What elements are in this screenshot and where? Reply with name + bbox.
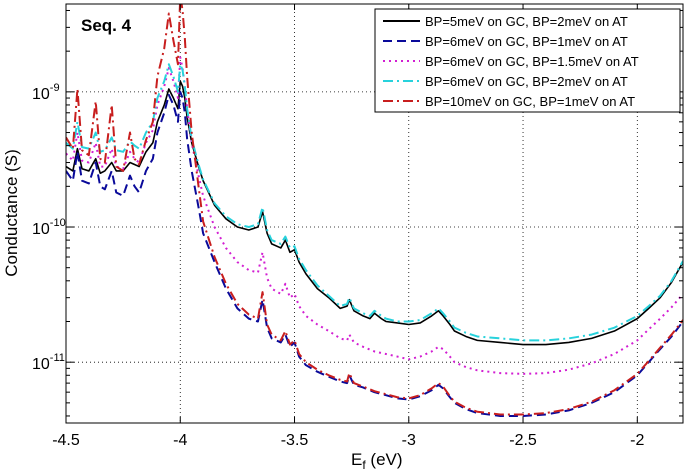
legend-label-2: BP=6meV on GC, BP=1meV on AT [425, 34, 628, 49]
legend-label-5: BP=10meV on GC, BP=1meV on AT [425, 94, 635, 109]
y-tick-label: 10-9 [32, 82, 60, 103]
x-tick-label: -4 [173, 432, 187, 449]
y-tick-label-base: 10 [32, 356, 50, 373]
series-line-3 [66, 56, 683, 375]
y-tick-label-base: 10 [32, 221, 50, 238]
legend-label-3: BP=6meV on GC, BP=1.5meV on AT [425, 54, 639, 69]
series-line-1 [66, 80, 683, 346]
legend-label-4: BP=6meV on GC, BP=2meV on AT [425, 74, 628, 89]
y-tick-label: 10-10 [32, 217, 66, 238]
x-tick-label: -2 [630, 432, 644, 449]
y-tick-label: 10-11 [32, 352, 65, 373]
x-axis-title-main: E [351, 450, 362, 469]
legend: BP=5meV on GC, BP=2meV on AT BP=6meV on G… [374, 8, 681, 113]
y-tick-label-exponent: -9 [50, 82, 60, 94]
x-axis-title-sub: f [362, 458, 366, 472]
x-tick-labels: -4.5 -4 -3.5 -3 -2.5 -2 [52, 432, 644, 449]
x-axis-title: Ef (eV) [351, 450, 403, 472]
x-axis-title-unit: (eV) [366, 450, 403, 469]
series-line-2 [66, 90, 683, 417]
y-tick-label-exponent: -11 [50, 352, 65, 364]
sequence-annotation: Seq. 4 [81, 16, 132, 35]
axis-ticks [65, 4, 683, 423]
x-tick-label: -2.5 [509, 432, 537, 449]
x-tick-label: -3 [402, 432, 416, 449]
y-axis-title: Conductance (S) [2, 149, 21, 277]
legend-box [374, 8, 681, 113]
series-layer [66, 4, 683, 417]
x-tick-label: -4.5 [52, 432, 80, 449]
legend-label-1: BP=5meV on GC, BP=2meV on AT [425, 14, 628, 29]
series-line-4 [66, 63, 683, 342]
y-tick-label-base: 10 [32, 86, 50, 103]
x-tick-label: -3.5 [281, 432, 309, 449]
series-line-5 [66, 4, 683, 416]
plot-frame [65, 3, 684, 424]
y-tick-label-exponent: -10 [50, 217, 66, 229]
